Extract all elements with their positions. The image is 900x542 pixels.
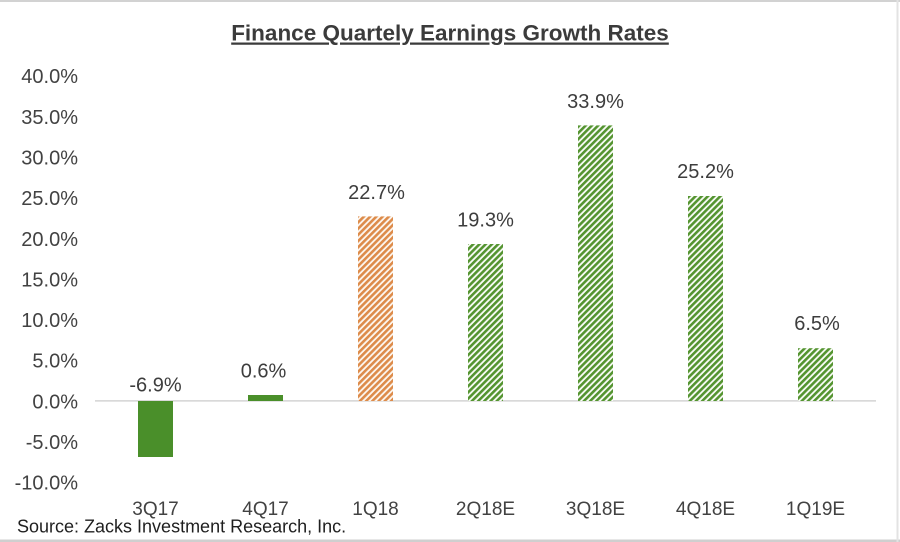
svg-text:Source: Zacks Investment Resea: Source: Zacks Investment Research, Inc. [17, 517, 346, 537]
svg-text:6.5%: 6.5% [794, 313, 840, 335]
svg-text:1Q18: 1Q18 [352, 499, 398, 520]
svg-text:Finance Quartely Earnings Grow: Finance Quartely Earnings Growth Rates [231, 21, 669, 46]
svg-text:25.0%: 25.0% [21, 188, 78, 210]
svg-text:0.6%: 0.6% [241, 361, 287, 383]
svg-text:10.0%: 10.0% [21, 310, 78, 332]
svg-text:3Q18E: 3Q18E [566, 499, 625, 520]
svg-text:40.0%: 40.0% [21, 66, 78, 88]
svg-text:-10.0%: -10.0% [15, 473, 79, 495]
svg-text:22.7%: 22.7% [348, 182, 405, 204]
svg-text:4Q17: 4Q17 [242, 499, 288, 520]
svg-text:20.0%: 20.0% [21, 229, 78, 251]
svg-text:33.9%: 33.9% [567, 91, 624, 113]
svg-text:25.2%: 25.2% [677, 161, 734, 183]
svg-text:15.0%: 15.0% [21, 269, 78, 291]
svg-text:4Q18E: 4Q18E [676, 499, 735, 520]
svg-text:3Q17: 3Q17 [132, 499, 178, 520]
svg-text:-5.0%: -5.0% [26, 432, 78, 454]
svg-text:19.3%: 19.3% [457, 210, 514, 232]
svg-text:1Q19E: 1Q19E [786, 499, 845, 520]
svg-text:2Q18E: 2Q18E [456, 499, 515, 520]
svg-text:30.0%: 30.0% [21, 148, 78, 170]
svg-text:5.0%: 5.0% [32, 351, 78, 373]
svg-text:-6.9%: -6.9% [129, 375, 181, 397]
svg-text:0.0%: 0.0% [32, 391, 78, 413]
svg-text:35.0%: 35.0% [21, 107, 78, 129]
